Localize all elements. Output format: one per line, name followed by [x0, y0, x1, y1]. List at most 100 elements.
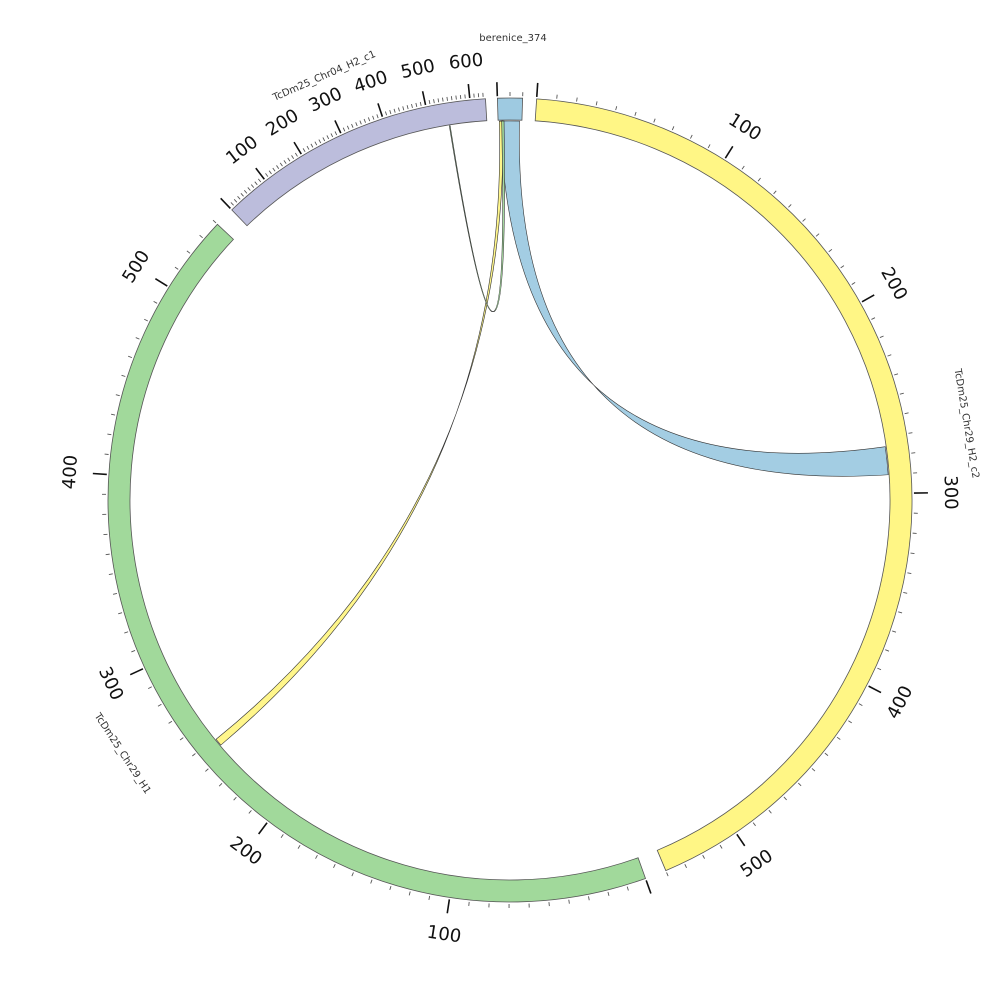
tick-mark	[783, 796, 787, 801]
tick-mark	[411, 103, 413, 109]
tick-mark	[118, 612, 123, 615]
tick-mark	[287, 157, 291, 162]
tick-mark	[671, 126, 675, 131]
tick-mark	[333, 864, 336, 869]
tick-mark	[153, 300, 158, 304]
tick-mark	[898, 611, 903, 614]
tick-mark	[107, 433, 112, 436]
tick-mark	[736, 833, 746, 847]
tick-mark	[607, 891, 610, 896]
tick-mark	[861, 294, 875, 303]
tick-mark	[283, 160, 287, 164]
tick-mark	[848, 720, 852, 724]
tick-mark	[92, 472, 107, 476]
tick-label: 300	[94, 664, 127, 704]
tick-mark	[707, 144, 711, 149]
tick-mark	[437, 98, 440, 103]
tick-mark	[154, 278, 168, 287]
links-layer	[215, 120, 889, 746]
tick-mark	[346, 125, 350, 130]
tick-mark	[220, 197, 231, 209]
tick-label: 500	[118, 247, 154, 287]
tick-mark	[363, 118, 366, 123]
tick-label: 300	[940, 475, 962, 510]
tick-mark	[428, 895, 431, 900]
tick-mark	[768, 809, 772, 814]
tick-label: 200	[262, 105, 302, 141]
tick-mark	[389, 885, 392, 891]
tick-mark	[243, 190, 248, 194]
tick-mark	[376, 114, 379, 119]
tick-mark	[421, 91, 427, 106]
tick-mark	[199, 234, 203, 239]
tick-mark	[773, 190, 777, 195]
tick-mark	[851, 282, 856, 285]
tick-label: 400	[351, 67, 390, 98]
tick-mark	[306, 145, 310, 150]
tick-mark	[186, 250, 191, 254]
tick-mark	[690, 134, 693, 139]
tick-mark	[868, 685, 882, 694]
tick-mark	[684, 864, 687, 869]
tick-mark	[279, 162, 283, 167]
tick-mark	[233, 796, 237, 801]
tick-mark	[702, 854, 705, 859]
tick-mark	[212, 219, 217, 224]
tick-mark	[892, 630, 897, 633]
tick-label: 200	[226, 832, 266, 869]
tick-label: 600	[448, 50, 484, 74]
tick-mark	[442, 97, 444, 102]
tick-mark	[310, 143, 314, 148]
tick-mark	[108, 573, 113, 576]
tick-mark	[568, 899, 570, 904]
tick-mark	[871, 317, 876, 320]
tick-mark	[397, 107, 400, 112]
tick-mark	[272, 167, 276, 172]
tick-mark	[129, 668, 144, 676]
tick-mark	[666, 872, 669, 877]
tick-mark	[752, 822, 756, 827]
tick-mark	[885, 649, 890, 652]
tick-mark	[318, 139, 322, 144]
tick-mark	[877, 667, 882, 671]
tick-mark	[576, 97, 578, 102]
tick-mark	[719, 844, 723, 849]
tick-mark	[294, 152, 298, 157]
tick-label: 100	[425, 922, 462, 948]
tick-mark	[879, 335, 884, 339]
tick-mark	[240, 193, 244, 197]
tick-mark	[887, 354, 892, 357]
tick-mark	[858, 703, 863, 707]
tick-mark	[359, 120, 362, 125]
tick-mark	[135, 337, 140, 340]
link-berenice-chr29h1	[215, 120, 504, 746]
tick-mark	[377, 103, 384, 117]
link-berenice-chr04	[448, 120, 505, 312]
tick-mark	[124, 631, 129, 634]
tick-mark	[280, 834, 284, 838]
sequence-label-chr29h1: TcDm25_Chr29_H1	[91, 711, 152, 797]
tick-mark	[626, 886, 629, 891]
tick-mark	[315, 854, 318, 859]
tick-mark	[788, 204, 792, 208]
tick-mark	[384, 111, 388, 116]
tick-label: 500	[399, 55, 437, 83]
tick-mark	[402, 106, 405, 111]
tick-mark	[174, 266, 179, 270]
tick-mark	[330, 133, 334, 138]
tick-mark	[406, 105, 409, 110]
sequence-label-berenice: berenice_374	[479, 33, 546, 44]
tick-mark	[230, 202, 234, 206]
tick-mark	[908, 432, 913, 434]
tick-mark	[634, 111, 637, 116]
segment-chr29h2	[534, 98, 913, 872]
tick-mark	[233, 199, 238, 203]
tick-mark	[824, 752, 829, 756]
tick-mark	[899, 392, 904, 395]
tick-mark	[351, 123, 354, 128]
segment-chr29h1	[107, 223, 647, 903]
tick-mark	[105, 553, 110, 556]
tick-mark	[276, 165, 280, 169]
tick-mark	[255, 167, 265, 180]
tick-mark	[314, 141, 318, 146]
